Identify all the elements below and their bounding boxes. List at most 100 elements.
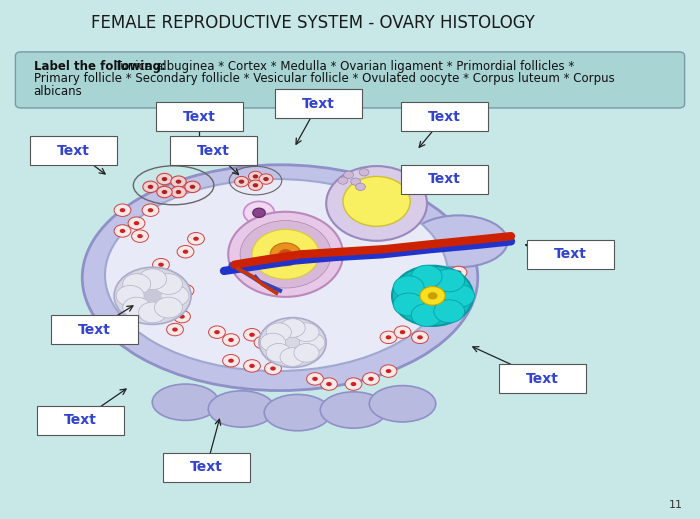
Circle shape bbox=[420, 286, 445, 305]
Text: Text: Text bbox=[428, 172, 461, 186]
Circle shape bbox=[177, 245, 194, 258]
Ellipse shape bbox=[370, 386, 435, 422]
Circle shape bbox=[122, 274, 150, 294]
Circle shape bbox=[412, 331, 428, 344]
Circle shape bbox=[266, 323, 291, 342]
FancyBboxPatch shape bbox=[38, 406, 123, 435]
Circle shape bbox=[162, 177, 167, 181]
Circle shape bbox=[400, 330, 405, 334]
Text: Label the following:: Label the following: bbox=[34, 60, 165, 73]
Circle shape bbox=[128, 217, 145, 229]
Circle shape bbox=[174, 310, 190, 323]
Ellipse shape bbox=[321, 392, 386, 428]
Text: Text: Text bbox=[190, 460, 223, 474]
Circle shape bbox=[139, 271, 155, 284]
Circle shape bbox=[312, 377, 318, 381]
Circle shape bbox=[248, 171, 262, 182]
Circle shape bbox=[165, 302, 171, 306]
Circle shape bbox=[434, 269, 465, 292]
Circle shape bbox=[190, 185, 195, 189]
Circle shape bbox=[351, 178, 360, 185]
Circle shape bbox=[445, 304, 451, 308]
Text: Text: Text bbox=[554, 248, 587, 261]
Circle shape bbox=[179, 315, 185, 319]
Circle shape bbox=[386, 369, 391, 373]
FancyBboxPatch shape bbox=[163, 453, 249, 482]
Circle shape bbox=[412, 265, 442, 288]
Circle shape bbox=[114, 204, 131, 216]
Circle shape bbox=[280, 348, 305, 366]
Circle shape bbox=[153, 258, 169, 271]
FancyBboxPatch shape bbox=[500, 364, 586, 393]
Circle shape bbox=[279, 249, 293, 260]
Circle shape bbox=[253, 174, 258, 179]
Circle shape bbox=[359, 169, 369, 176]
Circle shape bbox=[393, 276, 424, 299]
Circle shape bbox=[244, 360, 260, 372]
Text: Text: Text bbox=[197, 144, 230, 157]
FancyBboxPatch shape bbox=[275, 89, 361, 118]
Text: Text: Text bbox=[57, 144, 90, 157]
Circle shape bbox=[171, 176, 186, 187]
Circle shape bbox=[444, 284, 475, 307]
Circle shape bbox=[259, 318, 326, 367]
Circle shape bbox=[343, 176, 410, 226]
FancyBboxPatch shape bbox=[52, 315, 137, 344]
Circle shape bbox=[228, 338, 234, 342]
Text: FEMALE REPRODUCTIVE SYSTEM - OVARY HISTOLOGY: FEMALE REPRODUCTIVE SYSTEM - OVARY HISTO… bbox=[91, 15, 535, 32]
Ellipse shape bbox=[410, 215, 508, 267]
Circle shape bbox=[248, 180, 262, 190]
Circle shape bbox=[356, 183, 365, 190]
Circle shape bbox=[253, 208, 265, 217]
Circle shape bbox=[228, 359, 234, 363]
Circle shape bbox=[456, 270, 461, 275]
Circle shape bbox=[143, 181, 158, 193]
Circle shape bbox=[386, 335, 391, 339]
Circle shape bbox=[155, 274, 183, 294]
Circle shape bbox=[223, 354, 239, 367]
FancyBboxPatch shape bbox=[528, 240, 613, 269]
Circle shape bbox=[326, 382, 332, 386]
Circle shape bbox=[252, 229, 319, 279]
Circle shape bbox=[440, 300, 456, 312]
Circle shape bbox=[244, 329, 260, 341]
Ellipse shape bbox=[357, 176, 424, 218]
FancyBboxPatch shape bbox=[31, 136, 116, 165]
Text: Text: Text bbox=[64, 414, 97, 427]
Circle shape bbox=[363, 373, 379, 385]
Circle shape bbox=[144, 276, 150, 280]
Circle shape bbox=[116, 285, 144, 306]
Circle shape bbox=[176, 180, 181, 184]
Circle shape bbox=[228, 212, 343, 297]
Circle shape bbox=[137, 234, 143, 238]
Circle shape bbox=[134, 221, 139, 225]
Text: albicans: albicans bbox=[34, 85, 83, 98]
Circle shape bbox=[294, 323, 319, 342]
Circle shape bbox=[167, 323, 183, 336]
Circle shape bbox=[239, 180, 244, 184]
Circle shape bbox=[171, 186, 186, 198]
Circle shape bbox=[240, 221, 331, 288]
Ellipse shape bbox=[153, 384, 218, 420]
Circle shape bbox=[426, 310, 442, 323]
Circle shape bbox=[417, 335, 423, 339]
Circle shape bbox=[443, 284, 460, 297]
Circle shape bbox=[148, 208, 153, 212]
Circle shape bbox=[114, 267, 191, 324]
Text: Text: Text bbox=[302, 97, 335, 111]
Circle shape bbox=[270, 366, 276, 371]
Text: 11: 11 bbox=[668, 500, 682, 510]
Circle shape bbox=[412, 304, 442, 326]
Ellipse shape bbox=[105, 179, 448, 371]
Circle shape bbox=[157, 186, 172, 198]
Text: Text: Text bbox=[78, 323, 111, 336]
Circle shape bbox=[254, 336, 271, 349]
Circle shape bbox=[393, 293, 424, 316]
FancyBboxPatch shape bbox=[156, 102, 242, 131]
Circle shape bbox=[122, 297, 150, 318]
Circle shape bbox=[161, 285, 189, 306]
Circle shape bbox=[209, 326, 225, 338]
Circle shape bbox=[266, 344, 291, 362]
FancyBboxPatch shape bbox=[402, 102, 487, 131]
Circle shape bbox=[440, 274, 456, 286]
